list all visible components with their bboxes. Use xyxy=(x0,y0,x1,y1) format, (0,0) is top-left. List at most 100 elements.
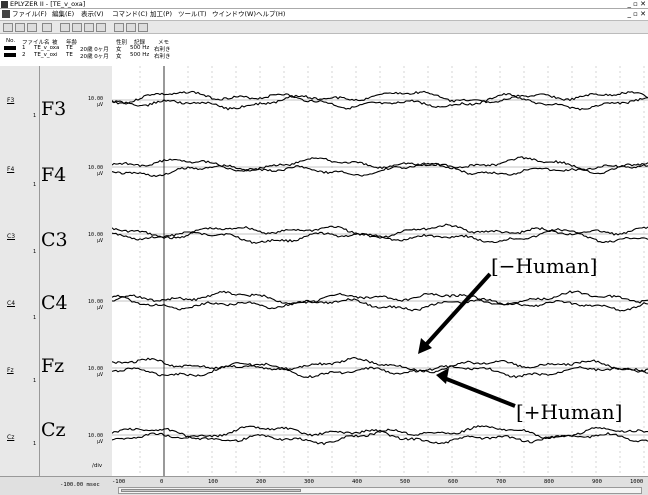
layout-icon[interactable] xyxy=(138,23,148,32)
row1-memo: 右利き xyxy=(154,47,171,53)
row2-sex: 女 xyxy=(116,54,122,60)
menu-command[interactable]: コマンド(C) xyxy=(112,10,148,18)
menu-file[interactable]: ファイル(F) xyxy=(12,10,47,18)
time-axis-bar: -100.00 msec -100 0 100 200 300 400 500 600 700 8… xyxy=(0,476,648,495)
menu-tools[interactable]: ツール(T) xyxy=(178,10,207,18)
menu-help[interactable]: ヘルプ(H) xyxy=(256,10,286,18)
save-icon[interactable] xyxy=(15,23,25,32)
menu-edit[interactable]: 編集(E) xyxy=(52,10,75,18)
list-icon[interactable] xyxy=(126,23,136,32)
menu-process[interactable]: 加工(P) xyxy=(150,10,172,18)
waveform-plot[interactable] xyxy=(112,66,648,476)
x-tick-label: 500 xyxy=(400,479,410,485)
x-tick-label: 700 xyxy=(496,479,506,485)
row2-memo: 右利き xyxy=(154,54,171,60)
eeg-trace xyxy=(112,90,648,111)
menu-bar: ファイル(F) 編集(E) 表示(V) コマンド(C) 加工(P) ツール(T)… xyxy=(0,9,648,19)
channel-f4-scale: 10.00 µV xyxy=(88,165,104,177)
channel-c4-index: 1 xyxy=(33,315,37,321)
x-tick-label: 1000 xyxy=(630,479,644,485)
row1-subject: TE xyxy=(66,45,73,51)
channel-cz-scale: 10.00 µV xyxy=(88,433,104,445)
horizontal-scrollbar[interactable] xyxy=(118,487,642,494)
channel-cz-label: Cz xyxy=(41,419,66,441)
waveform-traces xyxy=(112,90,648,446)
time-scale-label: -100.00 msec xyxy=(60,482,100,488)
row1-color-swatch xyxy=(4,46,16,50)
channel-fz-scale: 10.00 µV xyxy=(88,366,104,378)
scrollbar-thumb[interactable] xyxy=(121,489,301,492)
row2-filename: TE_v_oxi xyxy=(34,52,58,58)
eeg-trace xyxy=(112,357,648,379)
header-subject: 被 xyxy=(52,40,58,46)
open-icon[interactable] xyxy=(3,23,13,32)
window-title: EPLYZER II - [TE_v_oxa] xyxy=(10,0,86,8)
x-tick-label: 600 xyxy=(448,479,458,485)
menu-view[interactable]: 表示(V) xyxy=(81,10,104,18)
channel-fz-index: 1 xyxy=(33,378,37,384)
eeg-trace xyxy=(112,425,648,446)
minus-arrow-shaft xyxy=(421,272,492,350)
marker-icon[interactable] xyxy=(114,23,124,32)
print-icon[interactable] xyxy=(27,23,37,32)
x-tick-label: 100 xyxy=(208,479,218,485)
x-tick-label: -100 xyxy=(112,479,126,485)
x-tick-label: 200 xyxy=(256,479,266,485)
zoom-icon[interactable] xyxy=(60,23,70,32)
menu-window[interactable]: ウインドウ(W) xyxy=(212,10,256,18)
row2-subject: TE xyxy=(66,52,73,58)
x-tick-label: 400 xyxy=(352,479,362,485)
eeg-trace xyxy=(112,90,648,110)
div-label: /div xyxy=(92,463,103,469)
eeg-trace xyxy=(112,292,648,312)
header-sex: 性別 xyxy=(116,40,128,46)
eeg-trace xyxy=(112,156,648,177)
row2-no: 2 xyxy=(22,52,26,58)
cursor-icon[interactable] xyxy=(96,23,106,32)
channel-f3-scale: 10.00 µV xyxy=(88,96,104,108)
channel-c3-scale: 10.00 µV xyxy=(88,232,104,244)
channel-f4-small[interactable]: F4 xyxy=(7,166,15,173)
channel-c3-index: 1 xyxy=(33,249,37,255)
plus-arrow-shaft xyxy=(443,376,516,408)
channel-fz-small[interactable]: Fz xyxy=(7,367,14,374)
eeg-trace xyxy=(112,356,648,379)
channel-c4-small[interactable]: C4 xyxy=(7,300,16,307)
channel-c3-small[interactable]: C3 xyxy=(7,233,16,240)
row2-rate: 500 Hz xyxy=(130,52,150,58)
eeg-trace xyxy=(112,223,648,244)
row1-age: 20歳 0ヶ月 xyxy=(80,47,109,53)
app-icon xyxy=(1,1,8,8)
header-filename: ファイル名 xyxy=(22,40,50,46)
vertical-grid xyxy=(139,66,645,476)
channel-c4-scale: 10.00 µV xyxy=(88,299,104,311)
row1-no: 1 xyxy=(22,45,26,51)
channel-cz-small[interactable]: Cz xyxy=(7,434,15,441)
copy-icon[interactable] xyxy=(42,23,52,32)
row2-age: 20歳 0ヶ月 xyxy=(80,54,109,60)
row1-filename: TE_v_oxa xyxy=(34,45,60,51)
x-tick-labels: -100 0 100 200 300 400 500 600 700 800 900 1000 xyxy=(112,477,648,486)
annotation-plus-human: [+Human] xyxy=(516,400,623,424)
x-tick-label: 300 xyxy=(304,479,314,485)
file-info-table: No. ファイル名 被 年齢 性別 記録 メモ 1 TE_v_oxa TE 20… xyxy=(0,36,648,62)
window-controls[interactable]: _ ▫ ✕ xyxy=(627,0,646,8)
channel-fz-label: Fz xyxy=(41,355,65,377)
doc-window-controls[interactable]: _ ▫ ✕ xyxy=(627,10,646,18)
header-age: 年齢 xyxy=(66,40,78,46)
x-tick-label: 0 xyxy=(160,479,164,485)
header-rate: 記録 xyxy=(134,40,146,46)
wave-icon[interactable] xyxy=(84,23,94,32)
channel-f4-index: 1 xyxy=(33,182,37,188)
channel-c4-label: C4 xyxy=(41,292,68,314)
channel-f3-small[interactable]: F3 xyxy=(7,97,15,104)
grid-icon[interactable] xyxy=(72,23,82,32)
channel-f3-label: F3 xyxy=(41,98,67,120)
channel-c3-label: C3 xyxy=(41,229,68,251)
annotation-minus-human: [−Human] xyxy=(491,254,598,278)
x-tick-label: 900 xyxy=(592,479,602,485)
eeg-trace xyxy=(112,425,648,445)
eeg-trace xyxy=(112,290,648,312)
channel-list-panel xyxy=(0,66,40,476)
eeg-trace xyxy=(112,157,648,178)
